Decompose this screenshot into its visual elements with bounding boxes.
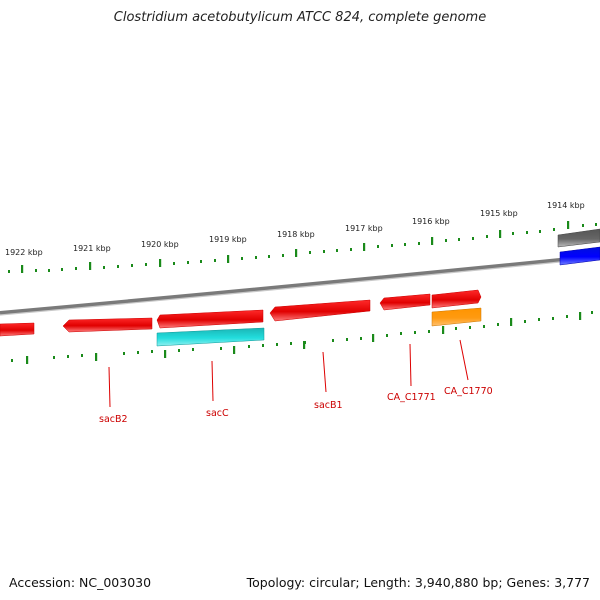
accession-text: Accession: NC_003030 (9, 575, 152, 590)
gene-sacC[interactable] (156, 327, 265, 347)
gene-label-sacC: sacC (206, 408, 229, 419)
gene-label-CA_C1771: CA_C1771 (387, 392, 436, 403)
genome-backbone-highlight (0, 257, 600, 316)
genome-title: Clostridium acetobutylicum ATCC 824, com… (113, 10, 487, 25)
scale-label-1922: 1922 kbp (5, 248, 43, 257)
gene-red-1919[interactable] (156, 309, 264, 329)
gene-CA_C1771[interactable] (379, 293, 431, 311)
inner-scale (11, 311, 593, 364)
gene-label-sacB2: sacB2 (99, 414, 128, 425)
outer-scale: 1922 kbp 1921 kbp 1920 kbp 1919 kbp 1918… (5, 201, 597, 273)
gene-CA_C1770[interactable] (431, 289, 482, 309)
gene-sacB2[interactable] (62, 317, 153, 333)
scale-label-1919: 1919 kbp (209, 235, 247, 244)
scale-label-1916: 1916 kbp (412, 217, 450, 226)
genome-backbone (0, 254, 600, 315)
scale-label-1921: 1921 kbp (73, 244, 111, 253)
scale-label-1914: 1914 kbp (547, 201, 585, 210)
gene-partial-left[interactable] (0, 322, 35, 337)
gene-label-sacB1: sacB1 (314, 400, 343, 411)
genes (0, 228, 600, 347)
scale-label-1915: 1915 kbp (480, 209, 518, 218)
scale-label-1917: 1917 kbp (345, 224, 383, 233)
gene-orange[interactable] (431, 307, 482, 327)
genome-summary-text: Topology: circular; Length: 3,940,880 bp… (246, 575, 590, 590)
gene-label-CA_C1770: CA_C1770 (444, 386, 493, 397)
scale-label-1918: 1918 kbp (277, 230, 315, 239)
gene-labels: sacB2 sacC sacB1 CA_C1771 CA_C1770 (99, 386, 493, 425)
gene-blue-right[interactable] (559, 246, 600, 266)
gene-label-lines (108, 339, 469, 408)
scale-label-1920: 1920 kbp (141, 240, 179, 249)
gene-sacB1[interactable] (269, 299, 371, 322)
gene-gray-right[interactable] (557, 228, 600, 248)
